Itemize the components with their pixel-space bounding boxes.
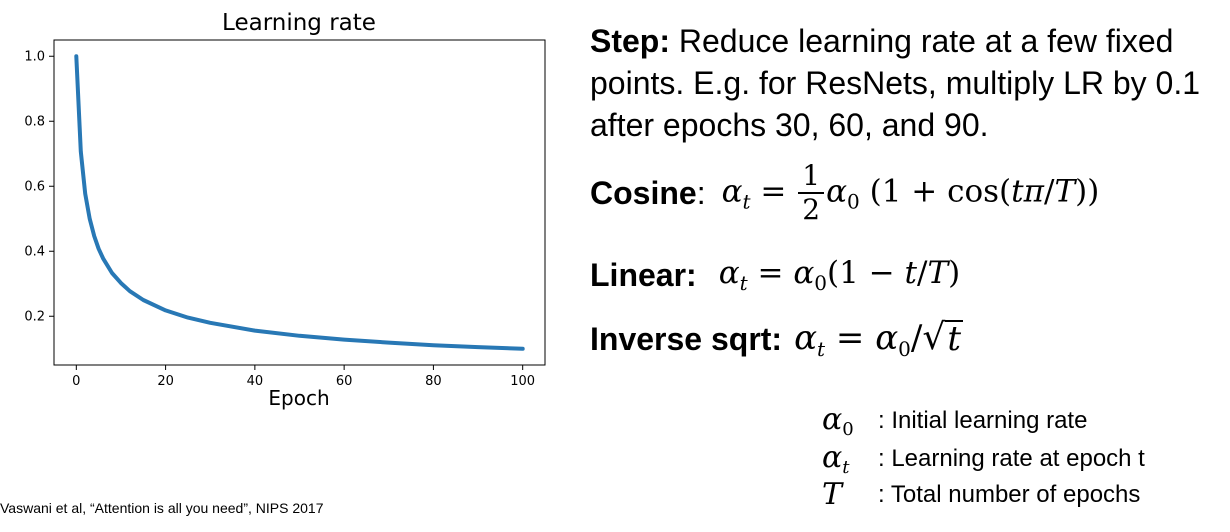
y-tick-label: 0.8 xyxy=(24,114,45,129)
x-tick-label: 0 xyxy=(72,374,80,389)
alphat-description: : Learning rate at epoch t xyxy=(878,445,1145,472)
T-description: : Total number of epochs xyxy=(878,480,1141,508)
legend-alpha0: α0 : Initial learning rate xyxy=(822,402,1087,440)
linear-formula: αt = α0(1 − t/T) xyxy=(718,255,961,295)
step-label: Step: xyxy=(590,23,670,59)
linear-formula-row: Linear: αt = α0(1 − t/T) xyxy=(590,255,960,295)
y-tick-label: 0.2 xyxy=(24,309,45,324)
x-tick-label: 40 xyxy=(247,374,264,389)
T-symbol: T xyxy=(822,477,843,512)
alpha0-symbol: α0 xyxy=(822,402,854,440)
inverse-sqrt-formula: αt = α0/√ t xyxy=(794,317,963,361)
x-tick-label: 20 xyxy=(157,374,174,389)
alpha0-description: : Initial learning rate xyxy=(878,407,1088,434)
x-tick-label: 80 xyxy=(425,374,442,389)
learning-rate-chart: Learning rate 0 20 40 60 80 100 0.2 0.4 0.6 0.8 1.… xyxy=(24,10,546,410)
x-tick-label: 100 xyxy=(510,374,535,389)
inverse-sqrt-formula-row: Inverse sqrt: αt = α0/√ t xyxy=(590,318,963,361)
y-tick-label: 1.0 xyxy=(24,49,45,64)
citation: Vaswani et al, “Attention is all you nee… xyxy=(0,500,324,516)
series-line xyxy=(74,54,525,351)
inverse-sqrt-label: Inverse sqrt: xyxy=(590,321,783,357)
axis-ticks: 0 20 40 60 80 100 0.2 0.4 0.6 0.8 1.0 xyxy=(24,49,535,389)
step-text: Reduce learning rate at a few fixed poin… xyxy=(590,23,1201,143)
legend-alphat: αt : Learning rate at epoch t xyxy=(822,440,1145,478)
chart-title: Learning rate xyxy=(222,10,376,36)
step-description: Step: Reduce learning rate at a few fixe… xyxy=(590,20,1230,146)
x-axis-label: Epoch xyxy=(268,386,329,410)
cosine-formula-row: Cosine: αt = 1 2 α0 (1 + cos(tπ/T)) xyxy=(590,160,1099,226)
legend-T: T : Total number of epochs xyxy=(822,477,1140,512)
y-tick-label: 0.4 xyxy=(24,244,45,259)
cosine-label: Cosine: xyxy=(590,174,706,211)
plot-frame xyxy=(53,39,546,366)
cosine-formula: αt = 1 2 α0 (1 + cos(tπ/T)) xyxy=(721,159,1100,226)
x-tick-label: 60 xyxy=(336,374,353,389)
alphat-symbol: αt xyxy=(822,440,850,478)
y-tick-label: 0.6 xyxy=(24,179,45,194)
linear-label: Linear: xyxy=(590,256,697,293)
